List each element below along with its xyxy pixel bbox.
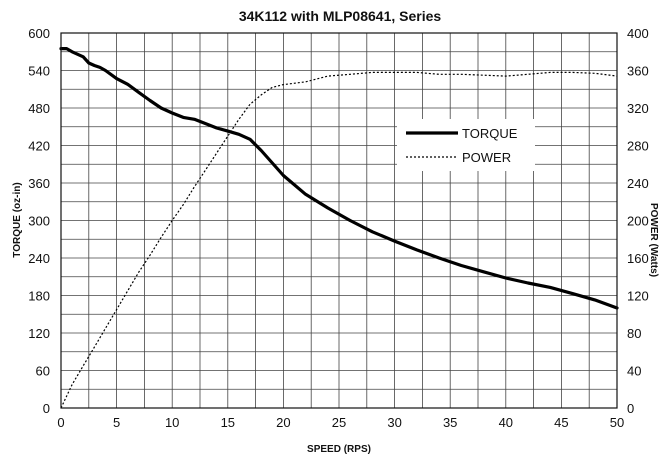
series-line-torque: [59, 46, 619, 310]
x-tick-label: 40: [499, 415, 513, 430]
legend-label-torque: TORQUE: [462, 126, 518, 141]
y2-tick-label: 80: [627, 326, 641, 341]
y2-tick-label: 280: [627, 139, 649, 154]
ticks-layer: 0 5 10 15 20 25 30 35 40 45 5006012018024030036042…: [28, 26, 648, 430]
x-tick-label: 15: [221, 415, 235, 430]
y-tick-label: 480: [28, 101, 50, 116]
y2-tick-label: 40: [627, 364, 641, 379]
legend-box: [397, 119, 535, 171]
grid-layer: [61, 33, 617, 408]
plot-frame: [60, 32, 618, 409]
y2-tick-label: 360: [627, 64, 649, 79]
y-tick-label: 120: [28, 326, 50, 341]
y2-tick-label: 0: [627, 401, 634, 416]
y2-tick-label: 200: [627, 214, 649, 229]
y2-tick-label: 240: [627, 176, 649, 191]
y-tick-label: 540: [28, 64, 50, 79]
chart-title: 34K112 with MLP08641, Series: [239, 8, 442, 24]
y-tick-label: 0: [43, 401, 50, 416]
y-tick-label: 60: [36, 364, 50, 379]
y2-tick-label: 400: [627, 26, 649, 41]
x-axis-label: SPEED (RPS): [307, 444, 371, 455]
series-layer: [59, 46, 619, 409]
x-tick-label: 30: [387, 415, 401, 430]
series-line-power: [60, 71, 618, 409]
y2-tick-label: 320: [627, 101, 649, 116]
y-tick-label: 240: [28, 251, 50, 266]
y-tick-label: 420: [28, 139, 50, 154]
legend-label-power: POWER: [462, 150, 511, 165]
x-tick-label: 45: [554, 415, 568, 430]
x-tick-label: 10: [165, 415, 179, 430]
y-tick-label: 600: [28, 26, 50, 41]
y2-axis-label: POWER (Watts): [648, 203, 659, 277]
y2-tick-label: 120: [627, 289, 649, 304]
y-axis-label: TORQUE (oz-in): [12, 182, 23, 257]
y-tick-label: 300: [28, 214, 50, 229]
y2-tick-label: 160: [627, 251, 649, 266]
x-tick-label: 20: [276, 415, 290, 430]
x-tick-label: 5: [113, 415, 120, 430]
x-tick-label: 25: [332, 415, 346, 430]
y-tick-label: 180: [28, 289, 50, 304]
x-tick-label: 50: [610, 415, 624, 430]
x-tick-label: 0: [57, 415, 64, 430]
x-tick-label: 35: [443, 415, 457, 430]
y-tick-label: 360: [28, 176, 50, 191]
legend: TORQUE POWER: [397, 119, 535, 171]
